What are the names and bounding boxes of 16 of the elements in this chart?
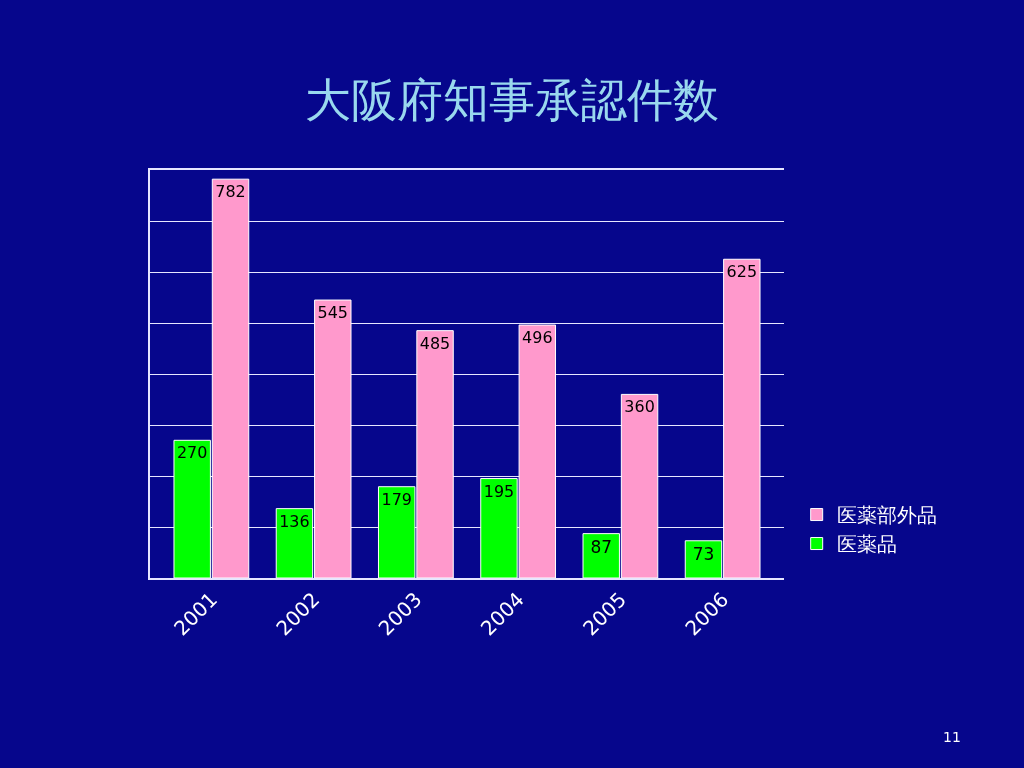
chart-title: 大阪府知事承認件数 bbox=[305, 73, 719, 128]
data-label: 782 bbox=[215, 182, 246, 202]
data-label: 195 bbox=[483, 481, 515, 501]
data-label: 485 bbox=[419, 333, 451, 353]
data-label: 179 bbox=[381, 489, 412, 509]
data-label: 270 bbox=[176, 443, 208, 463]
data-label: 136 bbox=[279, 511, 310, 531]
data-label: 545 bbox=[317, 303, 348, 323]
data-label: 625 bbox=[726, 262, 758, 282]
data-label: 87 bbox=[590, 536, 613, 557]
data-label: 73 bbox=[692, 543, 715, 564]
legend-label: 医薬部外品 bbox=[836, 503, 937, 528]
legend-label: 医薬品 bbox=[836, 532, 897, 557]
data-label: 360 bbox=[624, 397, 655, 417]
text: 11 bbox=[943, 729, 961, 745]
data-label: 496 bbox=[522, 328, 553, 348]
